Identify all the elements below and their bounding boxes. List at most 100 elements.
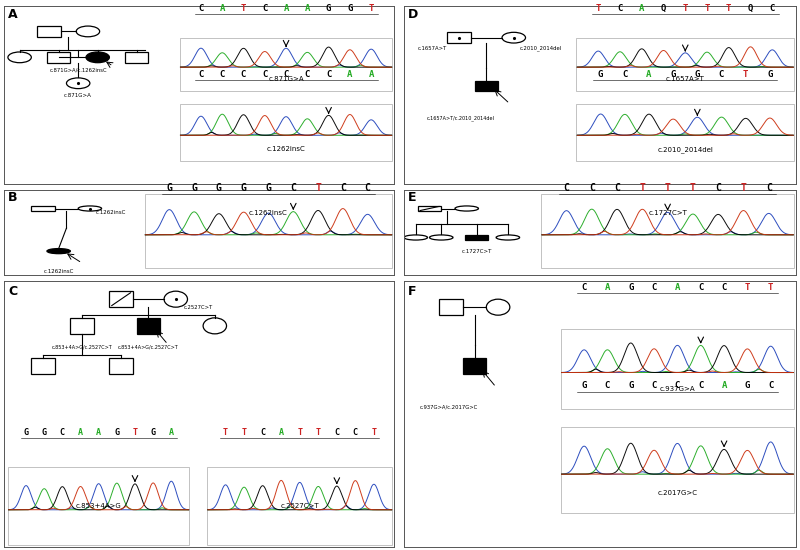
Text: C: C bbox=[589, 183, 594, 192]
Text: G: G bbox=[694, 70, 700, 79]
Text: C: C bbox=[582, 283, 587, 292]
Text: Q: Q bbox=[661, 4, 666, 13]
Text: c.1727C>T: c.1727C>T bbox=[648, 210, 687, 216]
Text: A: A bbox=[305, 4, 310, 13]
Bar bbox=[561, 328, 794, 409]
Text: C: C bbox=[365, 183, 370, 192]
Text: c.1657A>T/c.2010_2014del: c.1657A>T/c.2010_2014del bbox=[427, 116, 494, 121]
Bar bbox=[31, 358, 54, 374]
Text: c.1262insC: c.1262insC bbox=[266, 146, 306, 152]
Text: c.1262insC: c.1262insC bbox=[249, 210, 288, 216]
Text: A: A bbox=[219, 4, 225, 13]
Bar bbox=[447, 32, 470, 43]
Text: T: T bbox=[133, 427, 138, 437]
Text: c.1727C>T: c.1727C>T bbox=[462, 250, 492, 255]
Text: G: G bbox=[114, 427, 119, 437]
Text: A: A bbox=[722, 381, 726, 390]
Text: T: T bbox=[726, 4, 731, 13]
Text: G: G bbox=[150, 427, 156, 437]
Text: C: C bbox=[305, 70, 310, 79]
Text: G: G bbox=[216, 183, 222, 192]
Text: C: C bbox=[674, 381, 680, 390]
Text: C: C bbox=[262, 4, 267, 13]
Bar bbox=[180, 38, 393, 91]
Text: G: G bbox=[628, 283, 634, 292]
Text: C: C bbox=[651, 283, 657, 292]
Text: C: C bbox=[719, 70, 724, 79]
Text: A: A bbox=[639, 4, 645, 13]
Text: c.1657A>T: c.1657A>T bbox=[418, 46, 447, 51]
Text: c.1657A>T: c.1657A>T bbox=[666, 76, 705, 82]
Bar bbox=[465, 235, 488, 240]
Text: c.937G>A: c.937G>A bbox=[660, 386, 695, 392]
Bar bbox=[542, 194, 794, 268]
Bar bbox=[439, 299, 462, 315]
Text: C: C bbox=[563, 183, 570, 192]
Text: C: C bbox=[283, 70, 289, 79]
Text: C: C bbox=[198, 4, 204, 13]
Text: C: C bbox=[340, 183, 346, 192]
Text: T: T bbox=[242, 427, 246, 437]
Text: C: C bbox=[605, 381, 610, 390]
Text: G: G bbox=[767, 70, 773, 79]
Text: C: C bbox=[698, 381, 703, 390]
Circle shape bbox=[76, 26, 100, 37]
Text: G: G bbox=[582, 381, 587, 390]
Text: T: T bbox=[223, 427, 228, 437]
Bar bbox=[145, 194, 393, 268]
Text: C: C bbox=[241, 70, 246, 79]
Circle shape bbox=[404, 235, 427, 240]
Text: C: C bbox=[698, 283, 703, 292]
Circle shape bbox=[430, 235, 453, 240]
Text: C: C bbox=[198, 70, 204, 79]
Text: A: A bbox=[605, 283, 610, 292]
Circle shape bbox=[78, 206, 102, 211]
Bar bbox=[125, 52, 149, 63]
Text: c.853+4A>G/c.2527C>T: c.853+4A>G/c.2527C>T bbox=[118, 344, 179, 349]
Text: T: T bbox=[741, 183, 746, 192]
Text: A: A bbox=[646, 70, 652, 79]
Text: c.853+4A>G: c.853+4A>G bbox=[76, 503, 122, 509]
Text: T: T bbox=[315, 183, 321, 192]
Text: G: G bbox=[23, 427, 29, 437]
Text: C: C bbox=[353, 427, 358, 437]
Text: B: B bbox=[8, 191, 18, 204]
Text: D: D bbox=[408, 8, 418, 21]
Text: T: T bbox=[316, 427, 321, 437]
Text: G: G bbox=[670, 70, 676, 79]
Text: T: T bbox=[745, 283, 750, 292]
Text: c.1262insC: c.1262insC bbox=[96, 210, 126, 215]
Text: C: C bbox=[614, 183, 620, 192]
Text: T: T bbox=[665, 183, 670, 192]
Bar bbox=[577, 104, 794, 161]
Text: T: T bbox=[241, 4, 246, 13]
Circle shape bbox=[502, 32, 526, 43]
Bar bbox=[462, 358, 486, 374]
Bar bbox=[110, 358, 133, 374]
Text: C: C bbox=[8, 284, 17, 298]
Bar bbox=[47, 52, 70, 63]
Text: G: G bbox=[347, 4, 353, 13]
Text: C: C bbox=[219, 70, 225, 79]
Text: C: C bbox=[766, 183, 772, 192]
Text: C: C bbox=[262, 70, 267, 79]
Text: A: A bbox=[278, 427, 284, 437]
Text: T: T bbox=[371, 427, 377, 437]
Text: G: G bbox=[191, 183, 197, 192]
Text: c.853+4A>G/c.2527C>T: c.853+4A>G/c.2527C>T bbox=[52, 344, 113, 349]
Bar bbox=[474, 80, 498, 91]
Text: A: A bbox=[347, 70, 353, 79]
Bar bbox=[561, 427, 794, 513]
Bar bbox=[137, 318, 160, 334]
Circle shape bbox=[496, 235, 520, 240]
Text: T: T bbox=[298, 427, 302, 437]
Text: A: A bbox=[283, 4, 289, 13]
Text: c.2527C>T: c.2527C>T bbox=[281, 503, 319, 509]
Circle shape bbox=[8, 52, 31, 63]
Text: C: C bbox=[770, 4, 775, 13]
Text: T: T bbox=[682, 4, 688, 13]
Text: G: G bbox=[166, 183, 172, 192]
Text: F: F bbox=[408, 284, 417, 298]
Bar bbox=[418, 206, 442, 211]
Bar bbox=[31, 206, 54, 211]
